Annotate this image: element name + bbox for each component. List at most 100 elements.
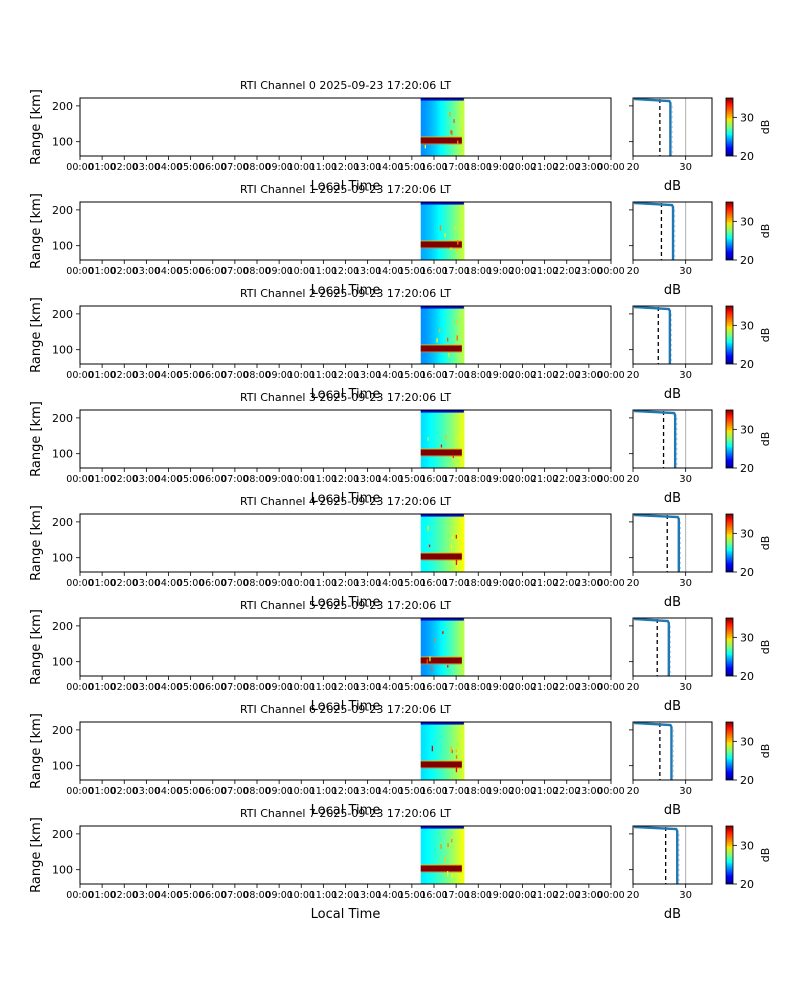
x-tick-label: 08:00 (243, 682, 270, 693)
heatmap-cell (440, 202, 443, 260)
heatmap-cell (442, 618, 446, 676)
heatmap-cell (461, 98, 465, 156)
x-tick-label: 11:00 (310, 370, 337, 381)
heatmap-cell (442, 410, 446, 468)
heatmap-cell (435, 98, 439, 156)
x-tick-label: 17:00 (442, 266, 469, 277)
x-tick-label: 19:00 (487, 370, 514, 381)
profile-panel: 20 30 dB (627, 97, 713, 194)
colorbar-tick-label: 30 (740, 319, 754, 332)
heatmap-cell (429, 722, 433, 780)
echo-band-edge-bottom (420, 247, 462, 249)
heatmap-cell (429, 514, 433, 572)
heatmap-speckle (444, 233, 446, 238)
colorbar-tick-label: 30 (740, 839, 754, 852)
panel-title: RTI Channel 3 2025-09-23 17:20:06 LT (240, 391, 451, 404)
x-tick-label: 15:00 (398, 266, 425, 277)
x-tick-label: 14:00 (376, 266, 403, 277)
echo-band-edge-bottom (420, 455, 462, 457)
x-tick-label: 20:00 (509, 370, 536, 381)
x-tick-label: 18:00 (465, 578, 492, 589)
x-tick-label: 01:00 (88, 578, 115, 589)
x-tick-label: 23:00 (575, 682, 602, 693)
heatmap-cell (435, 306, 439, 364)
heatmap-cell (433, 202, 437, 260)
x-tick-label: 17:00 (442, 890, 469, 901)
heatmap-cell (440, 722, 443, 780)
x-tick-label: 08:00 (243, 890, 270, 901)
profile-panel: 20 30 dB (627, 617, 713, 714)
y-tick-label: 100 (52, 344, 73, 357)
echo-band (420, 345, 462, 352)
profile-axes-frame (632, 721, 713, 781)
colorbar: 20 30 dB (725, 97, 772, 163)
x-tick-label: 15:00 (398, 682, 425, 693)
x-tick-label: 13:00 (354, 786, 381, 797)
x-tick-label: 07:00 (221, 370, 248, 381)
x-tick-label: 01:00 (88, 890, 115, 901)
heatmap-cell (433, 722, 437, 780)
y-axis-label: Range [km] (29, 297, 44, 373)
profile-panel: 20 30 dB (627, 721, 713, 818)
y-tick-label: 100 (52, 760, 73, 773)
heatmap-cell (431, 98, 435, 156)
colorbar-label: dB (759, 328, 772, 343)
heatmap-cell (435, 202, 439, 260)
x-tick-label: 13:00 (354, 682, 381, 693)
x-tick-label: 11:00 (310, 474, 337, 485)
heatmap-speckle (429, 656, 431, 662)
heatmap-cell (420, 514, 424, 572)
rti-panel-2: RTI Channel 2 2025-09-23 17:20:06 LT 100 2… (29, 287, 772, 402)
power-profile-line (633, 409, 677, 468)
heatmap-cell (442, 202, 446, 260)
heatmap-speckle (424, 145, 426, 149)
x-tick-label: 08:00 (243, 578, 270, 589)
heatmap-cell (446, 514, 450, 572)
heatmap-cell (437, 514, 441, 572)
heatmap-cell (444, 722, 448, 780)
x-tick-label: 00:00 (66, 266, 93, 277)
heatmap-cell (459, 514, 463, 572)
heatmap-cell (429, 826, 433, 884)
x-tick-label: 03:00 (133, 474, 160, 485)
x-tick-label: 00:00 (66, 890, 93, 901)
panel-title: RTI Channel 7 2025-09-23 17:20:06 LT (240, 807, 451, 820)
heatmap-speckle (444, 857, 446, 863)
heatmap-cell (444, 410, 448, 468)
colorbar-tick-label: 30 (740, 215, 754, 228)
heatmap-cell (425, 98, 428, 156)
heatmap-cell (437, 826, 441, 884)
heatmap-top-band (420, 514, 464, 516)
x-tick-label: 06:00 (199, 266, 226, 277)
y-tick-label: 100 (52, 448, 73, 461)
heatmap-speckle (450, 130, 452, 134)
heatmap-top-band (420, 202, 464, 204)
profile-x-tick-label: 20 (627, 474, 640, 485)
heatmap-cell (442, 306, 446, 364)
main-axes-frame (79, 513, 612, 573)
x-tick-label: 03:00 (133, 266, 160, 277)
heatmap-cell (425, 618, 428, 676)
x-tick-label: 09:00 (265, 370, 292, 381)
heatmap-cell (435, 722, 439, 780)
heatmap-top-band-edge (420, 411, 464, 413)
x-tick-label: 04:00 (155, 162, 182, 173)
heatmap-cell (433, 306, 437, 364)
heatmap-cell (433, 410, 437, 468)
heatmap-speckle (452, 455, 454, 459)
heatmap-cell (420, 202, 424, 260)
heatmap-speckle (457, 140, 459, 144)
heatmap-cell (461, 722, 465, 780)
x-tick-label: 04:00 (155, 266, 182, 277)
heatmap-cell (429, 202, 433, 260)
heatmap-cell (457, 618, 461, 676)
profile-x-axis-label: dB (664, 387, 681, 402)
x-tick-label: 03:00 (133, 370, 160, 381)
x-tick-label: 09:00 (265, 578, 292, 589)
y-tick-label: 200 (52, 204, 73, 217)
profile-axes-frame (632, 201, 713, 261)
heatmap-cell (444, 306, 448, 364)
heatmap-speckle (439, 328, 441, 333)
heatmap-cell (442, 826, 446, 884)
x-tick-label: 10:00 (288, 890, 315, 901)
